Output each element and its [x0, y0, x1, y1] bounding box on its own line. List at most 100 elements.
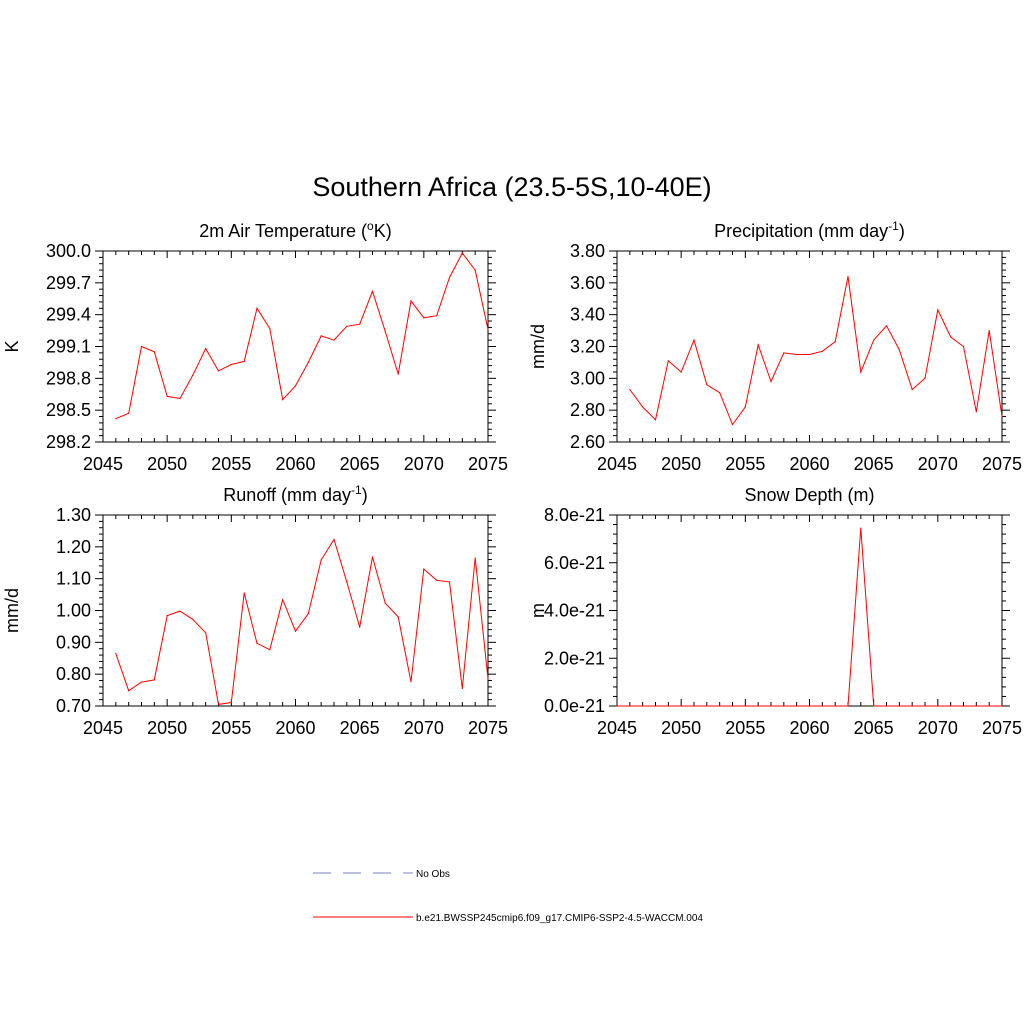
data-point [821, 350, 823, 352]
y-tick-label: 1.20 [56, 537, 91, 557]
data-point [384, 602, 386, 604]
data-point [642, 705, 644, 707]
data-point [140, 681, 143, 683]
data-point [770, 380, 772, 383]
x-tick-label: 2050 [147, 718, 187, 738]
data-point [860, 371, 862, 373]
x-tick-label: 2055 [211, 718, 251, 738]
data-point [269, 649, 271, 651]
y-tick-label: 3.60 [570, 273, 605, 293]
data-point [487, 678, 489, 680]
data-point [924, 705, 926, 707]
y-axis-label: mm/d [528, 324, 548, 369]
y-tick-label: 2.80 [570, 400, 605, 420]
legend: No Obs b.e21.BWSSP245cmip6.f09_g17.CMIP6… [313, 869, 703, 924]
y-tick-label: 299.7 [46, 273, 91, 293]
data-point [988, 330, 990, 332]
data-point [230, 701, 232, 704]
data-point [192, 374, 194, 376]
panel-title: Snow Depth (m) [744, 485, 874, 505]
data-point [911, 388, 913, 391]
data-point [166, 395, 168, 397]
data-point [243, 360, 245, 362]
data-point [474, 269, 476, 271]
y-tick-label: 8.0e-21 [544, 505, 605, 525]
data-point [873, 339, 875, 341]
x-tick-label: 2055 [211, 454, 251, 474]
panel-title: Precipitation (mm day-1) [714, 219, 905, 241]
data-point [950, 336, 952, 338]
data-point [642, 406, 644, 408]
data-point [808, 353, 811, 356]
x-tick-label: 2055 [725, 718, 765, 738]
y-tick-label: 0.70 [56, 696, 91, 716]
data-point [128, 690, 130, 692]
data-point [796, 353, 798, 356]
data-point [654, 419, 657, 421]
x-tick-label: 2060 [275, 454, 315, 474]
data-point [448, 581, 451, 583]
data-point [153, 679, 155, 681]
x-tick-label: 2050 [147, 454, 187, 474]
data-point [192, 618, 194, 621]
x-tick-label: 2045 [597, 454, 637, 474]
data-point [783, 705, 785, 707]
y-tick-label: 1.30 [56, 505, 91, 525]
y-tick-label: 4.0e-21 [544, 601, 605, 621]
data-point [731, 705, 734, 707]
data-point [706, 384, 708, 386]
data-point [436, 315, 438, 317]
data-point [731, 423, 734, 426]
x-tick-label: 2075 [982, 454, 1022, 474]
data-point [307, 361, 309, 363]
y-tick-label: 3.40 [570, 305, 605, 325]
data-point [179, 397, 181, 400]
data-point [384, 331, 386, 333]
x-tick-label: 2075 [982, 718, 1022, 738]
data-point [744, 406, 746, 408]
data-point [770, 705, 772, 707]
x-tick-label: 2065 [854, 718, 894, 738]
y-axis-label: m [528, 603, 548, 618]
x-tick-label: 2045 [597, 718, 637, 738]
x-tick-label: 2075 [468, 718, 508, 738]
data-point [371, 556, 374, 558]
legend-obs-label: No Obs [416, 869, 450, 880]
data-point [320, 559, 322, 561]
data-point [898, 349, 900, 351]
x-tick-label: 2075 [468, 454, 508, 474]
data-point [269, 327, 271, 330]
data-point [461, 687, 463, 690]
y-tick-label: 300.0 [46, 241, 91, 261]
y-tick-label: 0.80 [56, 664, 91, 684]
y-tick-label: 3.80 [570, 241, 605, 261]
data-point [423, 568, 425, 570]
data-point [834, 341, 836, 343]
data-point [796, 705, 798, 707]
data-point [410, 681, 412, 683]
data-point [346, 325, 348, 327]
data-point [667, 705, 669, 707]
y-tick-label: 298.8 [46, 368, 91, 388]
x-tick-label: 2065 [340, 454, 380, 474]
legend-model-label: b.e21.BWSSP245cmip6.f09_g17.CMIP6-SSP2-4… [416, 913, 703, 924]
panel-precipitation: 2045 2050 2055 2060 2065 2070 2075 2.60 2.80 3.00… [528, 219, 1022, 474]
panel-air-temperature: 2045 2050 2055 2060 2065 2070 2075 298.2 298.5 29… [2, 219, 508, 474]
y-tick-label: 0.0e-21 [544, 696, 605, 716]
data-point [346, 581, 348, 583]
x-tick-label: 2045 [83, 718, 123, 738]
panel-title: 2m Air Temperature (oK) [199, 219, 391, 241]
x-tick-label: 2060 [275, 718, 315, 738]
x-tick-label: 2050 [661, 454, 701, 474]
data-point [282, 399, 284, 401]
x-tick-label: 2045 [83, 454, 123, 474]
data-point [885, 325, 888, 327]
data-point [962, 705, 965, 707]
data-point [359, 626, 361, 628]
data-point [680, 371, 682, 373]
y-tick-label: 3.00 [570, 368, 605, 388]
data-point [706, 705, 708, 707]
data-point [230, 363, 232, 366]
data-point [719, 392, 721, 394]
